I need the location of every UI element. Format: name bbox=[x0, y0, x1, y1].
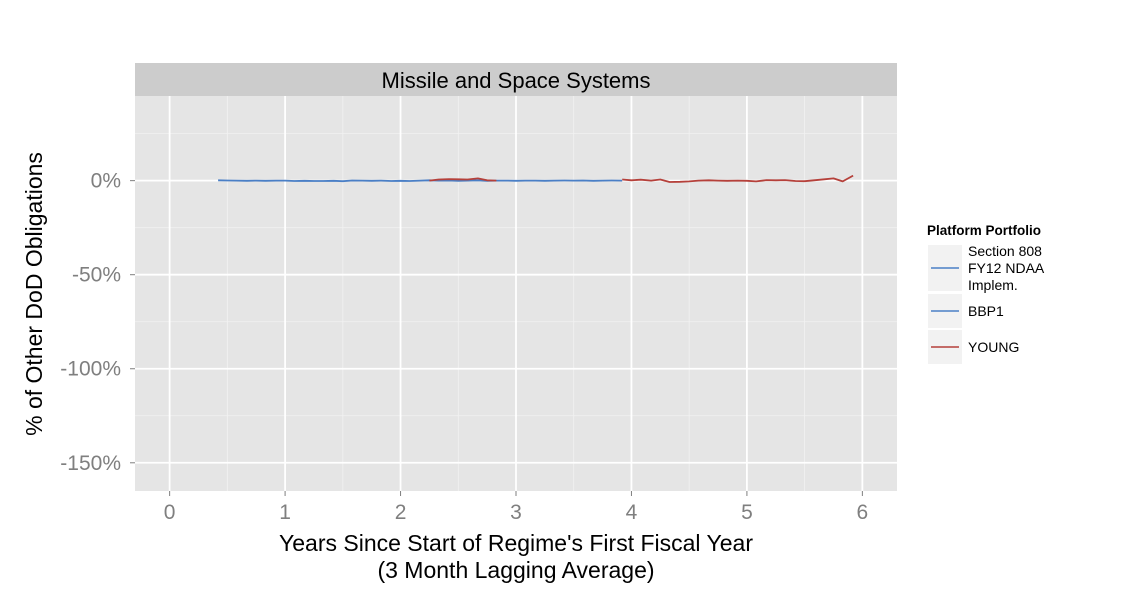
legend-label-section-808: Section 808 FY12 NDAA Implem. bbox=[968, 243, 1047, 293]
x-tick-label: 0 bbox=[164, 501, 176, 524]
legend-label-bbp1: BBP1 bbox=[968, 303, 1004, 319]
x-tick-label: 4 bbox=[626, 501, 638, 524]
legend-label-section-808-line2: FY12 NDAA bbox=[968, 260, 1045, 276]
legend-label-section-808-line1: Section 808 bbox=[968, 243, 1042, 259]
x-axis-title-line2: (3 Month Lagging Average) bbox=[377, 557, 654, 583]
x-tick-label: 2 bbox=[395, 501, 407, 524]
facet-strip bbox=[135, 63, 897, 96]
y-tick-label: 0% bbox=[91, 170, 121, 193]
x-tick-label: 5 bbox=[741, 501, 753, 524]
x-tick-label: 1 bbox=[279, 501, 291, 524]
series-line-bbp1 bbox=[218, 179, 623, 183]
x-tick-label: 6 bbox=[857, 501, 869, 524]
legend-title: Platform Portfolio bbox=[927, 223, 1041, 238]
x-tick-label: 3 bbox=[510, 501, 522, 524]
grid bbox=[135, 96, 897, 491]
series-line-young bbox=[429, 174, 854, 183]
series-layer bbox=[218, 174, 854, 183]
x-axis-title: Years Since Start of Regime's First Fisc… bbox=[279, 530, 753, 556]
legend-label-young: YOUNG bbox=[968, 339, 1019, 355]
legend-label-section-808-line3: Implem. bbox=[968, 277, 1018, 293]
legend: Platform Portfolio Section 808 FY12 NDAA… bbox=[927, 223, 1047, 364]
y-tick-label: -100% bbox=[60, 358, 121, 381]
axis-ticks: 0 1 2 3 4 5 6 0% -50% -100% -150% bbox=[60, 170, 868, 524]
y-tick-label: -150% bbox=[60, 452, 121, 475]
chart-title: Missile and Space Systems bbox=[382, 68, 651, 93]
y-tick-label: -50% bbox=[72, 264, 121, 287]
y-axis-title: % of Other DoD Obligations bbox=[21, 152, 47, 436]
